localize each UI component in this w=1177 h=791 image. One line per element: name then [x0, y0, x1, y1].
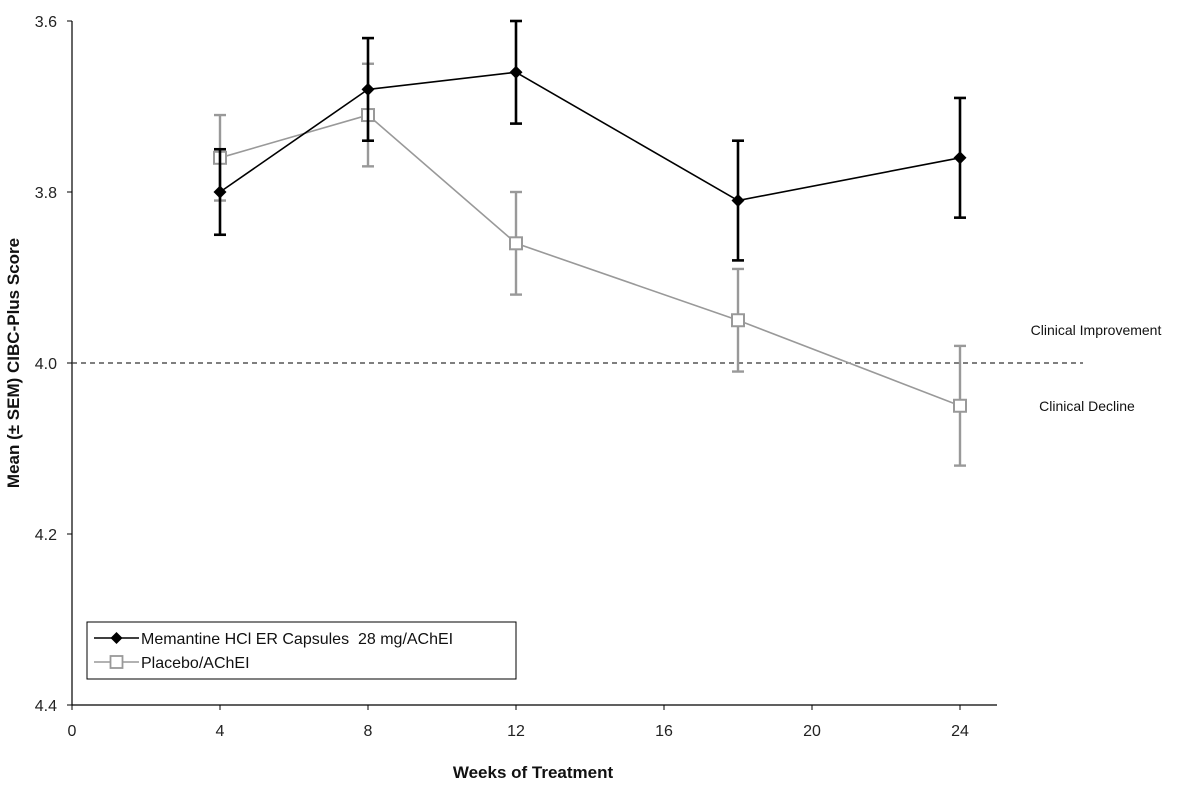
- x-tick-label: 12: [507, 723, 525, 740]
- legend-diamond-marker: [110, 632, 123, 644]
- data-point-square: [953, 398, 967, 413]
- series-line: [219, 71, 961, 202]
- y-tick-label: 3.6: [35, 14, 57, 31]
- x-tick-label: 8: [364, 723, 373, 740]
- series-line: [219, 114, 961, 407]
- annotation-clinical-decline: Clinical Decline: [1039, 398, 1135, 414]
- x-axis-title: Weeks of Treatment: [453, 763, 614, 782]
- annotation-clinical-improvement: Clinical Improvement: [1031, 322, 1162, 338]
- data-point-diamond: [213, 185, 227, 199]
- data-point-diamond: [361, 82, 375, 96]
- y-tick-label: 3.8: [35, 185, 57, 202]
- series-memantine: [213, 19, 967, 262]
- axes: 3.6 3.8 4.0 4.2 4.4 0 4 8 12 16 20 24: [35, 14, 997, 740]
- legend-label-memantine: Memantine HCl ER Capsules 28 mg/AChEI: [141, 631, 453, 648]
- legend-box: [86, 621, 517, 680]
- y-axis-title: Mean (± SEM) CIBC-Plus Score: [4, 238, 23, 488]
- x-tick-label: 24: [951, 723, 969, 740]
- y-tick-label: 4.4: [35, 698, 57, 715]
- data-point-diamond: [731, 194, 745, 208]
- data-point-square: [731, 313, 745, 328]
- x-tick-label: 4: [216, 723, 225, 740]
- legend-entry-memantine: Memantine HCl ER Capsules 28 mg/AChEI: [94, 631, 453, 648]
- y-tick-label: 4.2: [35, 527, 57, 544]
- data-point-square: [509, 236, 523, 251]
- x-tick-label: 20: [803, 723, 821, 740]
- legend-square-marker: [109, 655, 124, 669]
- x-tick-label: 16: [655, 723, 673, 740]
- legend: Memantine HCl ER Capsules 28 mg/AChEI Pl…: [86, 621, 517, 680]
- x-tick-label: 0: [68, 723, 77, 740]
- y-tick-label: 4.0: [35, 356, 57, 373]
- data-point-diamond: [509, 65, 523, 79]
- legend-entry-placebo: Placebo/AChEI: [94, 655, 250, 672]
- data-point-diamond: [953, 151, 967, 165]
- series-placebo: [213, 62, 967, 467]
- legend-label-placebo: Placebo/AChEI: [141, 655, 250, 672]
- series-layer: [213, 19, 967, 467]
